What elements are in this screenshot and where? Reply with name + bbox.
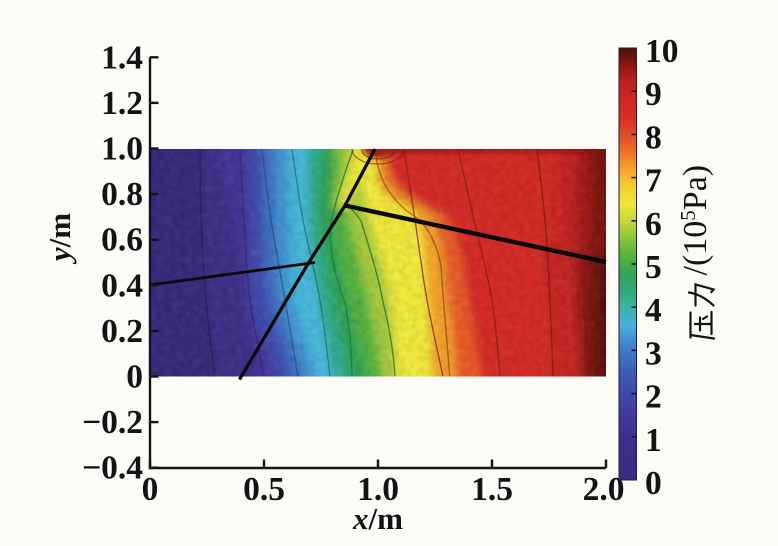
svg-text:0.5: 0.5 [243, 471, 285, 508]
svg-text:1: 1 [645, 422, 662, 459]
svg-text:5: 5 [645, 249, 662, 286]
svg-text:x/m: x/m [352, 501, 403, 536]
svg-text:0.8: 0.8 [101, 176, 143, 213]
svg-text:0: 0 [645, 465, 662, 502]
svg-text:−0.4: −0.4 [82, 450, 143, 487]
svg-text:4: 4 [645, 292, 662, 329]
svg-text:1.0: 1.0 [357, 471, 399, 508]
svg-text:/(105Pa): /(105Pa) [676, 165, 714, 276]
svg-text:1.2: 1.2 [101, 85, 143, 122]
svg-text:2: 2 [645, 379, 662, 416]
svg-text:8: 8 [645, 119, 662, 156]
svg-text:9: 9 [645, 76, 662, 113]
svg-text:2.0: 2.0 [583, 471, 625, 508]
svg-text:0: 0 [142, 471, 159, 508]
svg-text:y/m: y/m [42, 213, 77, 265]
svg-text:1.5: 1.5 [471, 471, 513, 508]
svg-text:6: 6 [645, 206, 662, 243]
svg-text:7: 7 [645, 163, 662, 200]
svg-text:0: 0 [126, 359, 143, 396]
svg-text:3: 3 [645, 335, 662, 372]
svg-text:1.4: 1.4 [101, 39, 143, 76]
svg-text:−0.2: −0.2 [82, 404, 143, 441]
svg-text:0.4: 0.4 [101, 267, 143, 304]
svg-text:0.6: 0.6 [101, 222, 143, 259]
svg-text:0.2: 0.2 [101, 313, 143, 350]
svg-text:10: 10 [645, 33, 679, 70]
svg-text:1.0: 1.0 [101, 131, 143, 168]
